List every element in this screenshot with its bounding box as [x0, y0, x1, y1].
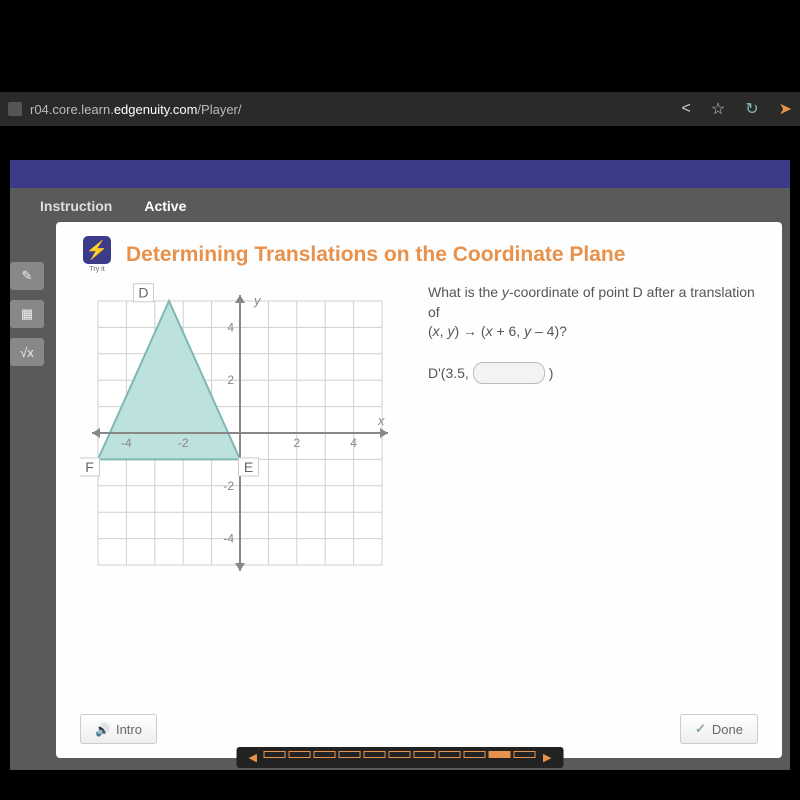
y-coordinate-input[interactable] [473, 362, 545, 384]
answer-line: D'(3.5, ) [428, 362, 758, 384]
progress-segment[interactable] [314, 751, 336, 758]
svg-text:F: F [85, 459, 94, 475]
check-icon [695, 721, 706, 737]
content-panel: ✎ ▦ √x ⚡ Try it Determining Translations… [56, 222, 782, 758]
svg-text:-4: -4 [121, 436, 132, 450]
svg-text:2: 2 [227, 373, 234, 387]
page-title: Determining Translations on the Coordina… [126, 243, 625, 267]
progress-next-icon[interactable]: ▶ [539, 751, 555, 764]
svg-text:E: E [244, 459, 253, 475]
progress-segment[interactable] [264, 751, 286, 758]
svg-text:-4: -4 [223, 532, 234, 546]
done-button[interactable]: Done [680, 714, 758, 744]
progress-segment[interactable] [414, 751, 436, 758]
app-header-bar [10, 160, 790, 188]
progress-bar: ◀▶ [237, 747, 564, 768]
pencil-tool-icon[interactable]: ✎ [10, 262, 44, 290]
svg-text:4: 4 [350, 436, 357, 450]
sqrt-tool-icon[interactable]: √x [10, 338, 44, 366]
refresh-icon[interactable]: ↻ [745, 99, 758, 119]
left-toolbar: ✎ ▦ √x [10, 262, 50, 366]
browser-address-bar: r04.core.learn.edgenuity.com/Player/ < ☆… [0, 92, 800, 126]
svg-text:x: x [377, 413, 385, 428]
question-text: What is the y-coordinate of point D afte… [428, 283, 758, 384]
calculator-tool-icon[interactable]: ▦ [10, 300, 44, 328]
lightning-icon: ⚡ [83, 236, 111, 264]
progress-segment[interactable] [389, 751, 411, 758]
favicon [8, 102, 22, 116]
tab-active[interactable]: Active [128, 190, 202, 222]
app-frame: Instruction Active ✎ ▦ √x ⚡ Try it Deter… [10, 188, 790, 770]
progress-segment[interactable] [364, 751, 386, 758]
progress-segment[interactable] [439, 751, 461, 758]
share-icon[interactable]: < [682, 100, 691, 118]
url-display: r04.core.learn.edgenuity.com/Player/ [30, 102, 682, 117]
progress-prev-icon[interactable]: ◀ [245, 751, 261, 764]
svg-text:2: 2 [293, 436, 300, 450]
progress-segment[interactable] [289, 751, 311, 758]
coordinate-chart: -4-224-4-224yxDEF [80, 283, 400, 588]
svg-text:-2: -2 [223, 479, 234, 493]
tryit-badge: ⚡ Try it [80, 236, 114, 273]
intro-button[interactable]: Intro [80, 714, 157, 744]
top-tabs: Instruction Active [10, 188, 790, 222]
svg-text:4: 4 [227, 320, 234, 334]
progress-segment[interactable] [489, 751, 511, 758]
forward-icon[interactable]: ➤ [779, 99, 792, 119]
progress-segment[interactable] [339, 751, 361, 758]
tab-instruction[interactable]: Instruction [24, 190, 128, 222]
progress-segment[interactable] [464, 751, 486, 758]
progress-segment[interactable] [514, 751, 536, 758]
bookmark-icon[interactable]: ☆ [711, 99, 725, 119]
speaker-icon [95, 722, 110, 737]
svg-text:D: D [138, 285, 148, 301]
svg-text:-2: -2 [178, 436, 189, 450]
